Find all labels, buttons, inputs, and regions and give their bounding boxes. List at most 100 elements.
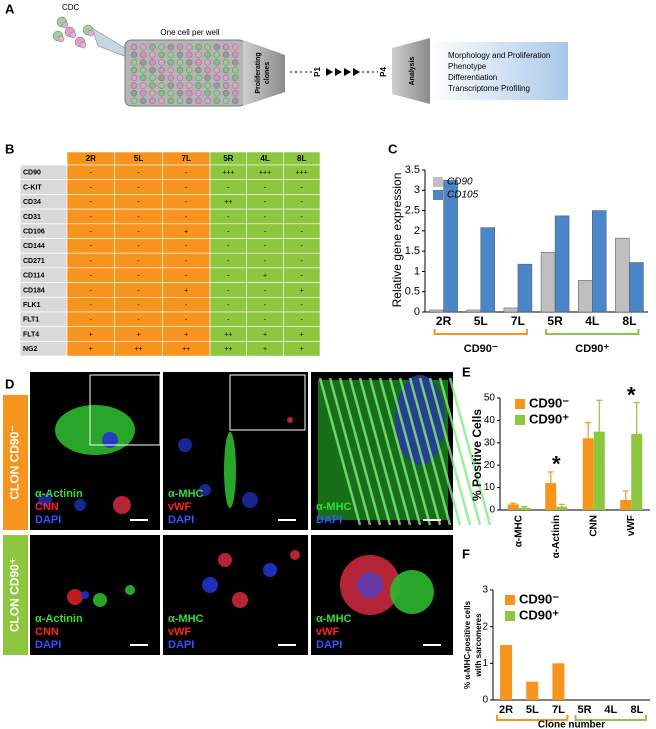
marker-label: CD271	[23, 258, 45, 265]
legend-swatch	[433, 190, 443, 200]
well	[149, 66, 156, 74]
signal	[102, 432, 118, 448]
y-tick-label: 1	[482, 658, 488, 669]
cell-value: +	[89, 346, 93, 353]
well	[204, 51, 211, 58]
cell-value: -	[137, 228, 140, 235]
well	[185, 89, 193, 97]
well	[204, 89, 211, 97]
well	[130, 59, 138, 66]
cell-value: -	[227, 317, 230, 324]
marker-label: CD114	[23, 273, 45, 280]
cell-value: -	[227, 258, 230, 265]
sarcomere	[388, 377, 432, 526]
cell-value: -	[90, 170, 93, 177]
cell-value: -	[264, 199, 267, 206]
group-strip	[3, 395, 28, 530]
well	[176, 66, 184, 74]
well	[231, 74, 239, 82]
well	[185, 59, 193, 66]
plate-label: One cell per well	[160, 28, 219, 37]
signal	[93, 593, 107, 607]
x-tick-label: α-Actinin	[551, 515, 562, 558]
well	[231, 51, 239, 58]
well	[139, 97, 147, 105]
well	[149, 51, 156, 58]
well	[231, 82, 239, 89]
legend-label: CD90⁺	[519, 607, 559, 622]
well	[149, 97, 156, 105]
signal	[74, 499, 86, 511]
x-tick-label: vWF	[626, 515, 637, 536]
marker-label: CD90	[23, 170, 41, 177]
well	[231, 97, 239, 105]
well	[185, 43, 193, 51]
bar	[552, 663, 565, 700]
cell-value: +	[263, 346, 267, 353]
y-tick-label: 2	[482, 621, 488, 632]
signal	[242, 492, 258, 508]
analysis-box	[430, 42, 568, 100]
cell-value: -	[137, 302, 140, 309]
cell-value: ++	[182, 346, 190, 353]
bar	[429, 309, 444, 313]
passage-label: P1	[313, 67, 322, 77]
stain-label: DAPI	[168, 514, 194, 526]
stain-label: DAPI	[316, 639, 342, 651]
well	[204, 74, 211, 82]
well	[231, 89, 239, 97]
well	[130, 43, 138, 51]
cell-value: -	[90, 199, 93, 206]
cell-value: -	[227, 243, 230, 250]
well	[195, 66, 202, 74]
well	[139, 66, 147, 74]
bar	[615, 237, 630, 313]
signal	[113, 496, 131, 514]
stain-label: DAPI	[316, 514, 342, 526]
bar	[500, 645, 513, 700]
x-tick-label: 8L	[622, 314, 636, 328]
cell-value: -	[185, 170, 188, 177]
source-label: CDC	[62, 3, 80, 12]
analysis-item: Differentiation	[448, 73, 497, 82]
signal	[290, 550, 300, 560]
well	[176, 89, 184, 97]
cell-value: -	[227, 273, 230, 280]
well	[130, 66, 138, 74]
stain-label: CNN	[35, 501, 59, 513]
column-header: 5L	[134, 154, 143, 163]
well	[158, 74, 165, 82]
cell-value: -	[301, 273, 304, 280]
inset-frame	[229, 374, 306, 431]
x-tick-label: 2R	[436, 314, 452, 328]
bar	[540, 252, 556, 313]
well	[185, 97, 193, 105]
well	[204, 97, 211, 105]
signal	[199, 484, 211, 496]
bar	[545, 483, 557, 510]
signal	[287, 417, 293, 423]
sarcomere	[408, 377, 452, 526]
bar	[480, 227, 495, 313]
cell-value: -	[264, 184, 267, 191]
stain-label: vWF	[168, 626, 192, 638]
cell-value: -	[185, 243, 188, 250]
stain-label: DAPI	[168, 639, 194, 651]
stain-label: α-MHC	[316, 613, 352, 625]
y-tick-label: 2	[414, 225, 420, 237]
well	[139, 43, 147, 51]
well	[176, 74, 184, 82]
cell-value: -	[264, 214, 267, 221]
cell-value: +	[184, 287, 188, 294]
cell-value: -	[185, 184, 188, 191]
cell-value: +	[184, 228, 188, 235]
well	[195, 43, 202, 51]
well	[167, 74, 175, 82]
well	[222, 74, 230, 82]
bar	[517, 263, 533, 313]
legend-swatch	[433, 177, 443, 187]
cell-value: -	[264, 287, 267, 294]
bar	[503, 307, 519, 313]
cell-value: -	[227, 228, 230, 235]
marker-label: CD144	[23, 243, 45, 250]
